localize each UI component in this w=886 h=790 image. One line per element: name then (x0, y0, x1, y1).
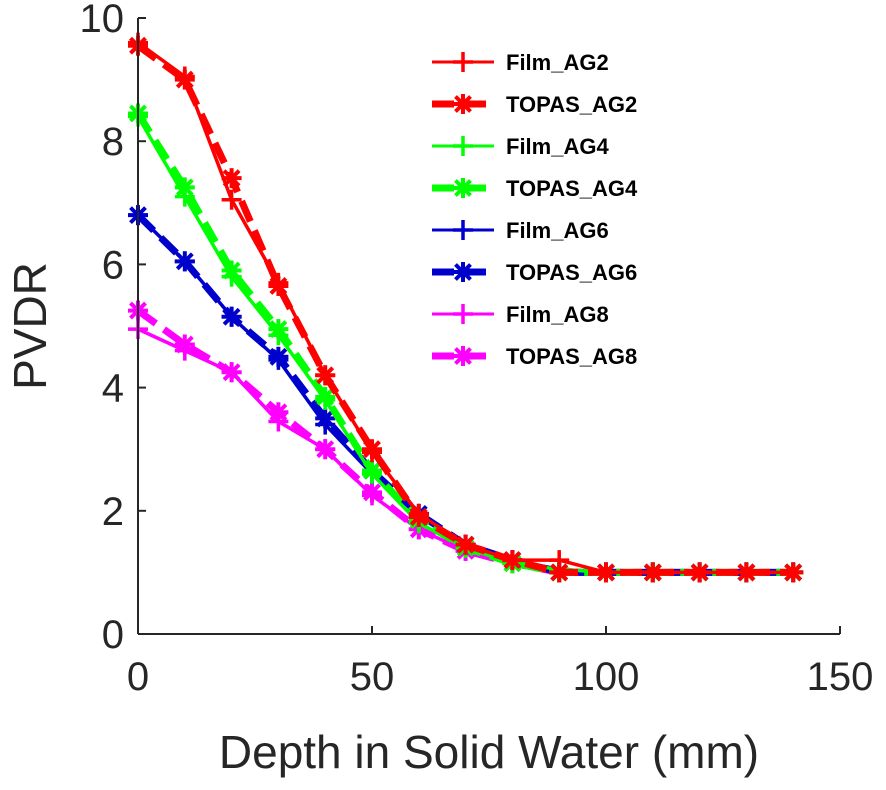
data-point-film-ag2 (315, 365, 336, 386)
legend-label-topas-ag8: TOPAS_AG8 (506, 344, 637, 369)
series-line-topas-ag2 (135, 42, 794, 576)
legend-label-topas-ag6: TOPAS_AG6 (506, 260, 637, 285)
data-point-film-ag2 (549, 550, 570, 571)
data-point-film-ag4 (174, 186, 195, 207)
y-tick-label: 10 (80, 0, 125, 41)
data-point-film-ag6 (221, 306, 242, 327)
legend-marker-topas-ag6 (453, 262, 473, 282)
legend-item-topas-ag8: TOPAS_AG8 (432, 344, 637, 369)
data-point-film-ag8 (221, 362, 242, 383)
y-tick-label: 4 (102, 367, 124, 411)
legend-item-topas-ag6: TOPAS_AG6 (432, 260, 637, 285)
series-line-film-ag2 (136, 41, 794, 575)
legend-marker-film-ag8 (453, 304, 473, 324)
legend: Film_AG2 TOPAS_AG2 Film_AG4 TOPAS_AG4 Film_A… (432, 50, 638, 369)
legend-label-film-ag2: Film_AG2 (506, 50, 609, 75)
legend-label-topas-ag4: TOPAS_AG4 (506, 176, 638, 201)
data-point-film-ag4 (221, 266, 242, 287)
data-point-film-ag2 (268, 272, 289, 293)
data-point-film-ag8 (174, 340, 195, 361)
data-point-film-ag4 (362, 463, 382, 484)
data-point-film-ag2 (221, 189, 242, 210)
y-axis-label: PVDR (4, 262, 56, 390)
legend-item-topas-ag2: TOPAS_AG2 (432, 92, 637, 117)
data-point-film-ag2 (783, 562, 804, 583)
data-point-film-ag6 (268, 349, 289, 370)
legend-marker-film-ag4 (453, 136, 473, 156)
y-ticks: 0 2 4 6 8 10 (80, 0, 146, 657)
data-point-film-ag6 (315, 414, 336, 435)
legend-label-topas-ag2: TOPAS_AG2 (506, 92, 637, 117)
legend-label-film-ag4: Film_AG4 (506, 134, 609, 159)
data-point-film-ag4 (315, 389, 336, 410)
legend-marker-topas-ag8 (453, 346, 473, 366)
data-point-film-ag4 (268, 325, 289, 346)
legend-marker-topas-ag4 (453, 178, 473, 198)
legend-marker-film-ag2 (453, 52, 473, 72)
legend-label-film-ag6: Film_AG6 (506, 218, 609, 243)
y-tick-label: 2 (102, 490, 124, 534)
legend-marker-topas-ag2 (453, 94, 473, 114)
data-point-film-ag6 (174, 251, 195, 272)
data-point-film-ag2 (642, 562, 663, 583)
x-tick-label: 100 (573, 655, 640, 699)
y-tick-label: 0 (102, 613, 124, 657)
legend-item-film-ag8: Film_AG8 (432, 302, 609, 327)
data-point-film-ag2 (455, 534, 476, 555)
legend-item-topas-ag4: TOPAS_AG4 (432, 176, 638, 201)
data-point-film-ag2 (174, 66, 195, 87)
data-point-film-ag2 (408, 503, 429, 524)
series-layer (128, 32, 804, 583)
y-tick-label: 6 (102, 243, 124, 287)
legend-item-film-ag2: Film_AG2 (432, 50, 609, 75)
x-tick-label: 150 (807, 655, 874, 699)
data-point-film-ag8 (315, 439, 336, 460)
data-point-film-ag8 (268, 411, 289, 432)
data-point-film-ag2 (596, 562, 616, 583)
y-tick-label: 8 (102, 120, 124, 164)
legend-label-film-ag8: Film_AG8 (506, 302, 609, 327)
data-point-film-ag2 (362, 442, 382, 463)
data-point-film-ag2 (736, 562, 757, 583)
legend-item-film-ag4: Film_AG4 (432, 134, 609, 159)
legend-marker-film-ag6 (453, 220, 473, 240)
x-tick-label: 0 (127, 655, 149, 699)
x-ticks: 0 50 100 150 (127, 626, 874, 699)
series-line-topas-ag8 (135, 307, 794, 576)
x-axis-label: Depth in Solid Water (mm) (219, 726, 759, 778)
data-point-film-ag2 (689, 562, 710, 583)
data-point-film-ag2 (502, 550, 523, 571)
series-film-ag2 (128, 32, 804, 583)
x-tick-label: 50 (350, 655, 395, 699)
legend-item-film-ag6: Film_AG6 (432, 218, 609, 243)
data-point-film-ag8 (362, 485, 382, 506)
